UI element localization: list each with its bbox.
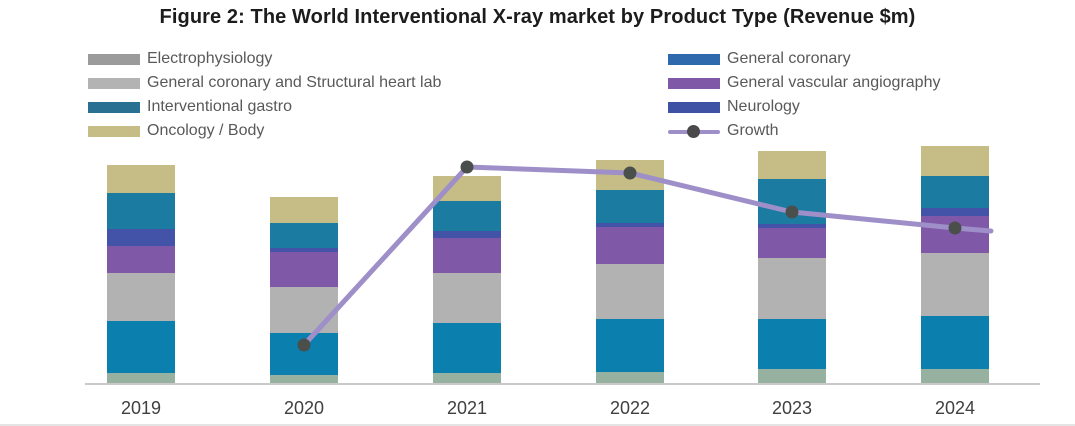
- x-axis-label-2020: 2020: [284, 398, 324, 418]
- legend-item-neurology: Neurology: [668, 99, 940, 115]
- bar-segment-neurology-2023: [758, 224, 826, 228]
- growth-marker-2022: [623, 166, 637, 180]
- bar-segment-oncology-body-2023: [758, 151, 826, 179]
- legend-item-label: Oncology / Body: [147, 122, 265, 139]
- legend-right-column: General coronary General vascular angiogr…: [668, 51, 940, 139]
- legend-item-label: Neurology: [727, 98, 800, 115]
- growth-marker-2024: [948, 221, 962, 235]
- color-swatch-icon-electrophysiology: [88, 53, 140, 65]
- bar-segment-neurology-2021: [433, 231, 501, 238]
- legend-item-general-vascular-angiography: General vascular angiography: [668, 75, 940, 91]
- color-swatch-icon-neurology: [668, 101, 720, 113]
- color-swatch-icon-general-coronary-and-structural-heart-lab: [88, 77, 140, 89]
- bar-segment-interventional-gastro-2022: [596, 190, 664, 223]
- growth-marker-sample: [687, 124, 700, 138]
- color-swatch-icon-general-coronary: [668, 53, 720, 65]
- bar-segment-neurology-2024: [921, 208, 989, 216]
- bar-segment-general-coronary-and-structural-heart-lab-2019: [107, 273, 175, 321]
- legend-item-general-coronary: General coronary: [668, 51, 940, 67]
- legend-item-label: General vascular angiography: [727, 74, 941, 91]
- figure-title: Figure 2: The World Interventional X-ray…: [159, 6, 916, 28]
- legend-item-label: General coronary: [727, 50, 851, 67]
- bar-segment-electrophysiology-2021: [433, 373, 501, 383]
- bar-segment-neurology-2019: [107, 229, 175, 246]
- legend-item-label: Interventional gastro: [147, 98, 292, 115]
- legend-left-column: Electrophysiology General coronary and St…: [88, 51, 441, 139]
- x-axis-label-2021: 2021: [447, 398, 487, 418]
- bar-segment-interventional-gastro-2019: [107, 193, 175, 229]
- x-axis-label-2019: 2019: [121, 398, 161, 418]
- bar-segment-general-coronary-and-structural-heart-lab-2023: [758, 258, 826, 319]
- color-swatch-icon-oncology-body: [88, 125, 140, 137]
- growth-marker-2020: [297, 338, 311, 352]
- legend-item-general-coronary-and-structural-heart-lab: General coronary and Structural heart la…: [88, 75, 441, 91]
- bar-segment-general-coronary-2022: [596, 319, 664, 372]
- bar-segment-general-vascular-angiography-2021: [433, 238, 501, 273]
- bar-segment-general-coronary-and-structural-heart-lab-2020: [270, 287, 338, 333]
- bar-segment-general-coronary-and-structural-heart-lab-2024: [921, 253, 989, 316]
- bar-segment-electrophysiology-2022: [596, 372, 664, 383]
- bar-segment-interventional-gastro-2020: [270, 223, 338, 248]
- x-axis-label-2023: 2023: [772, 398, 812, 418]
- bar-segment-general-vascular-angiography-2023: [758, 228, 826, 258]
- legend-item-growth: Growth: [668, 123, 940, 139]
- bar-segment-general-coronary-2019: [107, 321, 175, 373]
- legend-item-label: General coronary and Structural heart la…: [147, 74, 442, 91]
- legend-item-oncology-body: Oncology / Body: [88, 123, 441, 139]
- color-swatch-icon-general-vascular-angiography: [668, 77, 720, 89]
- bar-segment-general-coronary-2021: [433, 323, 501, 373]
- growth-marker-2023: [785, 205, 799, 219]
- bar-segment-general-vascular-angiography-2020: [270, 252, 338, 287]
- bar-segment-general-coronary-2024: [921, 316, 989, 369]
- bar-segment-oncology-body-2020: [270, 197, 338, 223]
- bar-segment-general-coronary-and-structural-heart-lab-2022: [596, 264, 664, 319]
- legend-item-interventional-gastro: Interventional gastro: [88, 99, 441, 115]
- bar-segment-electrophysiology-2019: [107, 373, 175, 383]
- growth-marker-2021: [460, 160, 474, 174]
- bar-segment-general-vascular-angiography-2022: [596, 227, 664, 264]
- bar-segment-neurology-2022: [596, 223, 664, 227]
- x-axis-label-2022: 2022: [610, 398, 650, 418]
- bar-segment-neurology-2020: [270, 248, 338, 252]
- bar-segment-electrophysiology-2020: [270, 375, 338, 383]
- x-axis-label-2024: 2024: [935, 398, 975, 418]
- bar-segment-electrophysiology-2024: [921, 369, 989, 383]
- bar-segment-interventional-gastro-2024: [921, 176, 989, 208]
- bar-segment-general-vascular-angiography-2019: [107, 246, 175, 273]
- bar-segment-general-coronary-and-structural-heart-lab-2021: [433, 273, 501, 323]
- bar-segment-electrophysiology-2023: [758, 369, 826, 383]
- growth-line-swatch-icon: [668, 124, 720, 138]
- bar-segment-general-coronary-2023: [758, 319, 826, 369]
- bar-segment-oncology-body-2021: [433, 176, 501, 201]
- legend-item-electrophysiology: Electrophysiology: [88, 51, 441, 67]
- bar-segment-oncology-body-2019: [107, 165, 175, 193]
- bar-segment-oncology-body-2024: [921, 146, 989, 176]
- legend-item-label: Growth: [727, 122, 779, 139]
- color-swatch-icon-interventional-gastro: [88, 101, 140, 113]
- legend-item-label: Electrophysiology: [147, 50, 273, 67]
- bar-segment-interventional-gastro-2021: [433, 201, 501, 231]
